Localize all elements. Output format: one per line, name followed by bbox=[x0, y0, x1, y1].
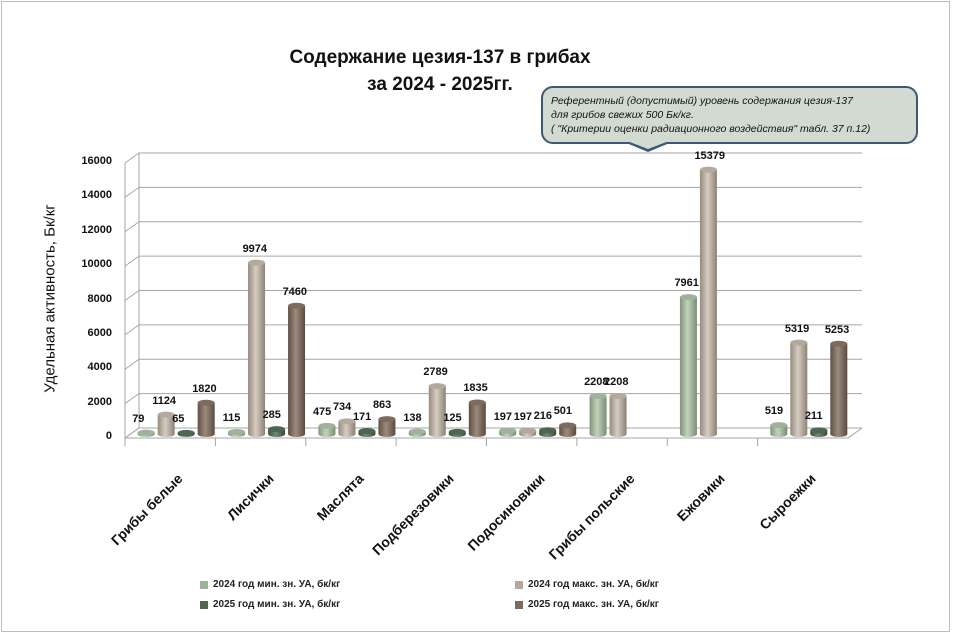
y-tick-label: 14000 bbox=[81, 189, 112, 202]
callout-line-2: для грибов свежих 500 Бк/кг. bbox=[551, 109, 694, 121]
y-tick-label: 12000 bbox=[81, 223, 112, 236]
bars bbox=[137, 166, 848, 437]
data-value-label: 197 bbox=[493, 410, 513, 423]
data-value-label: 7961 bbox=[674, 277, 699, 290]
data-value-label: 65 bbox=[172, 412, 185, 425]
legend-item-2025-max: 2025 год макс. зн. УА, бк/кг bbox=[515, 599, 659, 610]
chart-title: Содержание цезия-137 в грибах за 2024 - … bbox=[230, 44, 650, 98]
data-value-label: 15379 bbox=[694, 149, 726, 162]
data-value-label: 501 bbox=[553, 405, 573, 418]
data-value-label: 1820 bbox=[192, 382, 217, 395]
data-value-label: 5253 bbox=[824, 323, 850, 336]
y-tick-label: 16000 bbox=[81, 155, 112, 167]
data-value-label: 125 bbox=[443, 411, 462, 424]
data-value-label: 216 bbox=[533, 410, 553, 423]
data-value-label: 211 bbox=[804, 410, 823, 423]
legend-swatch bbox=[515, 580, 523, 589]
legend-item-2025-min: 2025 год мин. зн. УА, бк/кг bbox=[200, 599, 340, 610]
chart-title-line-1: Содержание цезия-137 в грибах bbox=[289, 47, 591, 68]
data-value-label: 285 bbox=[262, 409, 281, 422]
data-value-label: 2208 bbox=[604, 376, 629, 389]
data-value-label: 79 bbox=[132, 412, 145, 425]
data-value-label: 2208 bbox=[584, 376, 609, 389]
data-value-label: 115 bbox=[222, 412, 241, 425]
callout-line-3: ( "Критерии оценки радиационного воздейс… bbox=[551, 123, 871, 135]
legend-item-2024-max: 2024 год макс. зн. УА, бк/кг bbox=[515, 579, 659, 590]
data-value-label: 519 bbox=[764, 405, 784, 418]
data-value-label: 1835 bbox=[463, 382, 488, 395]
y-tick-label: 0 bbox=[105, 430, 112, 442]
data-value-label: 734 bbox=[332, 401, 352, 414]
y-tick-label: 8000 bbox=[87, 292, 112, 305]
callout-pointer-fill bbox=[627, 141, 669, 149]
data-value-label: 7460 bbox=[282, 285, 308, 298]
legend-swatch bbox=[200, 580, 208, 589]
data-value-label: 1124 bbox=[152, 394, 177, 407]
gridlines bbox=[124, 152, 863, 446]
legend-swatch bbox=[200, 600, 208, 609]
data-value-label: 2789 bbox=[423, 366, 448, 379]
chart-title-line-2: за 2024 - 2025гг. bbox=[367, 74, 513, 95]
data-value-label: 5319 bbox=[784, 322, 810, 335]
data-value-label: 171 bbox=[352, 411, 372, 424]
legend-item-2024-min: 2024 год мин. зн. УА, бк/кг bbox=[200, 579, 340, 590]
callout-line-1: Референтный (допустимый) уровень содержа… bbox=[551, 95, 853, 107]
data-value-label: 475 bbox=[312, 405, 332, 418]
y-tick-label: 4000 bbox=[87, 361, 112, 374]
y-tick-label: 6000 bbox=[87, 326, 112, 339]
data-value-label: 863 bbox=[372, 399, 392, 412]
reference-level-callout: Референтный (допустимый) уровень содержа… bbox=[541, 86, 918, 144]
data-value-label: 197 bbox=[513, 410, 533, 423]
legend-swatch bbox=[515, 600, 523, 609]
y-tick-label: 2000 bbox=[87, 395, 112, 408]
data-value-label: 138 bbox=[403, 411, 422, 424]
y-tick-label: 10000 bbox=[81, 258, 112, 271]
data-value-label: 9974 bbox=[242, 242, 268, 255]
